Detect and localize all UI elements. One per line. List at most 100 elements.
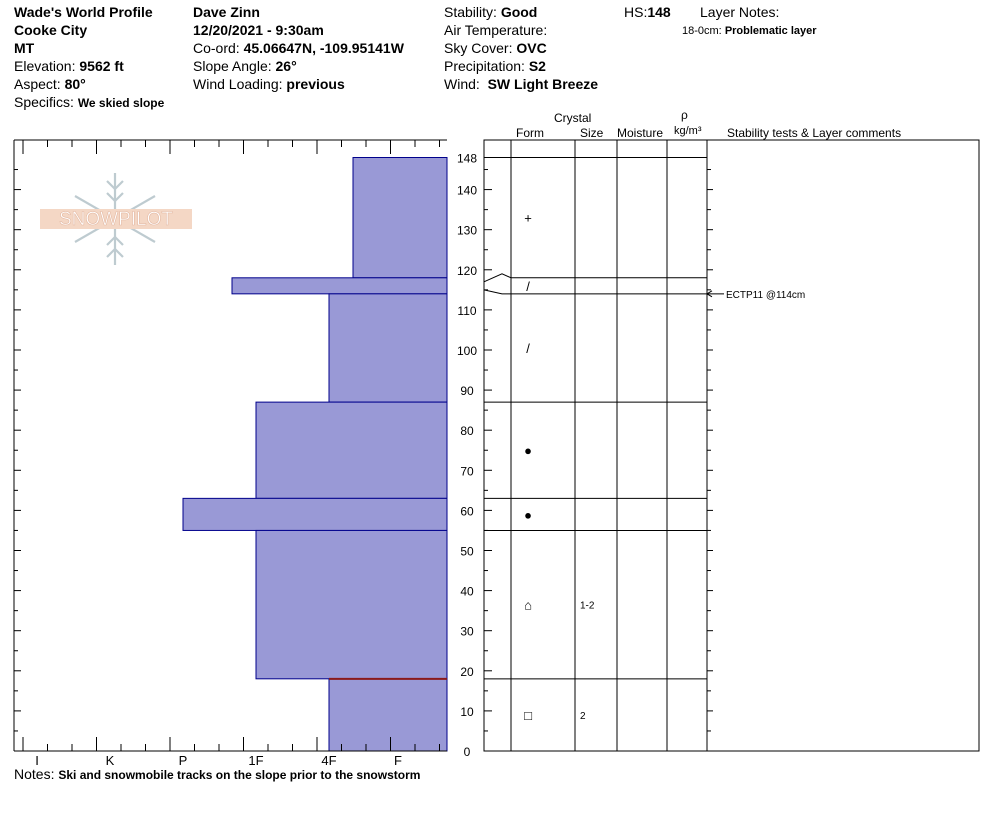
height-tick-label: 140 bbox=[457, 184, 477, 198]
sky-cover: Sky Cover: OVC bbox=[444, 39, 547, 57]
aspect-value: 80° bbox=[64, 76, 86, 92]
layer-bar bbox=[182, 497, 448, 531]
form-header: Form bbox=[516, 126, 544, 140]
notes-value: Ski and snowmobile tracks on the slope p… bbox=[58, 768, 421, 782]
moisture-header: Moisture bbox=[617, 126, 664, 140]
aspect: Aspect: 80° bbox=[14, 75, 86, 93]
logo-text: SNOWPILOT bbox=[59, 209, 173, 230]
height-tick-label: 70 bbox=[460, 464, 474, 478]
hardness-label: 1F bbox=[248, 753, 263, 768]
hardness-label: P bbox=[179, 753, 188, 768]
profile-name: Wade's World Profile bbox=[14, 4, 153, 20]
slope-label: Slope Angle: bbox=[193, 58, 272, 74]
stability-test-result: ECTP11 @114cm bbox=[726, 290, 805, 301]
layer-connector bbox=[483, 289, 511, 295]
layer-bar bbox=[255, 529, 448, 680]
layer-bar bbox=[352, 157, 448, 279]
layer-bar bbox=[231, 277, 448, 295]
elevation-label: Elevation: bbox=[14, 58, 76, 74]
crystal-form-symbol: + bbox=[524, 211, 532, 226]
layer-bar bbox=[328, 678, 448, 752]
wind-value: SW Light Breeze bbox=[487, 76, 599, 92]
notes-label: Notes: bbox=[14, 766, 55, 782]
height-tick-label: 110 bbox=[457, 304, 476, 318]
notes: Notes: Ski and snowmobile tracks on the … bbox=[14, 765, 420, 784]
coordinates: Co-ord: 45.06647N, -109.95141W bbox=[193, 39, 404, 57]
height-tick-label: 130 bbox=[457, 224, 477, 238]
height-tick-label: 10 bbox=[460, 705, 474, 719]
layer-note: 18-0cm: Problematic layer bbox=[682, 22, 817, 40]
state: MT bbox=[14, 40, 35, 56]
height-tick-label: 0 bbox=[464, 745, 471, 759]
layer-note-text: Problematic layer bbox=[724, 25, 817, 37]
hardness-label: F bbox=[394, 753, 402, 768]
density-symbol: ρ bbox=[681, 108, 688, 122]
specifics: Specifics: We skied slope bbox=[14, 93, 164, 112]
height-tick-label: 80 bbox=[460, 424, 474, 438]
hardness-label: 4F bbox=[321, 753, 336, 768]
elevation-value: 9562 ft bbox=[79, 58, 124, 74]
datetime: 12/20/2021 - 9:30am bbox=[193, 22, 324, 38]
layer-connector bbox=[483, 273, 512, 283]
specifics-label: Specifics: bbox=[14, 94, 74, 110]
location: Cooke City bbox=[14, 22, 88, 38]
height-tick-label: 60 bbox=[460, 504, 474, 518]
snowpilot-logo: SNOWPILOT bbox=[40, 173, 192, 265]
crystal-form-symbol: ● bbox=[524, 507, 532, 522]
profile-layers bbox=[182, 157, 448, 752]
stability-value: Good bbox=[500, 4, 538, 20]
precip-label: Precipitation: bbox=[444, 58, 525, 74]
wind-loading-label: Wind Loading: bbox=[193, 76, 283, 92]
comments-header: Stability tests & Layer comments bbox=[727, 126, 902, 140]
crystal-size: 1-2 bbox=[580, 601, 595, 612]
height-tick-label: 30 bbox=[460, 625, 474, 639]
crystal-form-symbol: / bbox=[526, 341, 530, 356]
elevation: Elevation: 9562 ft bbox=[14, 57, 124, 75]
height-tick-label: 50 bbox=[460, 544, 474, 558]
wind-loading-value: previous bbox=[286, 76, 345, 92]
height-tick-label: 40 bbox=[460, 585, 474, 599]
height-tick-label: 148 bbox=[457, 152, 477, 166]
crystal-form-symbol: ● bbox=[524, 443, 532, 458]
layer-notes-label: Layer Notes: bbox=[700, 4, 780, 20]
layer-bar bbox=[255, 401, 448, 499]
height-tick-label: 100 bbox=[457, 344, 477, 358]
chart-frame: I K P 1F 4F F 0 10 20 30 40 50 60 70 80 90 100 110 120 130 1… bbox=[13, 139, 980, 768]
density-unit: kg/m³ bbox=[674, 125, 702, 137]
sky-value: OVC bbox=[516, 40, 547, 56]
crystal-form-symbol: / bbox=[526, 279, 530, 294]
slope-angle: Slope Angle: 26° bbox=[193, 57, 297, 75]
stability: Stability: Good bbox=[444, 3, 537, 21]
observer: Dave Zinn bbox=[193, 4, 260, 20]
crystal-header: Crystal bbox=[554, 111, 592, 125]
hs: HS:148 bbox=[624, 3, 671, 21]
sky-label: Sky Cover: bbox=[444, 40, 513, 56]
coord-label: Co-ord: bbox=[193, 40, 240, 56]
layer-bar bbox=[328, 293, 448, 403]
precipitation: Precipitation: S2 bbox=[444, 57, 546, 75]
hardness-label: I bbox=[35, 753, 39, 768]
slope-value: 26° bbox=[275, 58, 297, 74]
right-panel-frame bbox=[483, 139, 980, 752]
size-header: Size bbox=[580, 126, 604, 140]
crystal-size: 2 bbox=[580, 711, 586, 722]
air-temperature-label: Air Temperature: bbox=[444, 22, 548, 38]
hs-label: HS: bbox=[624, 4, 648, 20]
wind-label: Wind: bbox=[444, 76, 480, 92]
coord-value: 45.06647N, -109.95141W bbox=[243, 40, 404, 56]
hs-value: 148 bbox=[647, 4, 671, 20]
height-tick-label: 20 bbox=[460, 665, 474, 679]
crystal-form-symbol: □ bbox=[524, 708, 532, 723]
aspect-label: Aspect: bbox=[14, 76, 61, 92]
crystal-form-symbol: ⌂ bbox=[524, 598, 532, 613]
wind-loading: Wind Loading: previous bbox=[193, 75, 345, 93]
wind: Wind: SW Light Breeze bbox=[444, 75, 598, 93]
height-tick-label: 120 bbox=[457, 264, 477, 278]
specifics-value: We skied slope bbox=[77, 96, 165, 110]
height-tick-label: 90 bbox=[460, 384, 474, 398]
hardness-label: K bbox=[106, 753, 115, 768]
precip-value: S2 bbox=[528, 58, 546, 74]
layer-note-range: 18-0cm: bbox=[682, 25, 722, 37]
stability-label: Stability: bbox=[444, 4, 497, 20]
